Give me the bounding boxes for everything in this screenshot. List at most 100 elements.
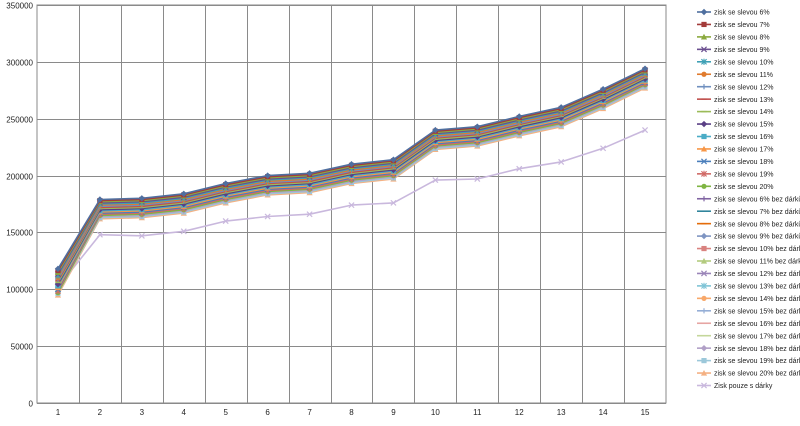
legend-label: zisk se slevou 13% bez dárků xyxy=(714,283,800,291)
legend-swatch-marker xyxy=(700,46,708,53)
legend-label: zisk se slevou 18% xyxy=(714,159,774,166)
legend-label: zisk se slevou 16% xyxy=(714,134,774,141)
data-point xyxy=(600,145,607,152)
legend-item: zisk se slevou 8% bez dárků xyxy=(697,220,800,228)
data-point xyxy=(96,196,104,203)
legend-item: zisk se slevou 17% bez dárků xyxy=(697,332,800,340)
x-tick-label: 15 xyxy=(641,408,650,417)
legend-label: zisk se slevou 8% xyxy=(714,35,770,42)
legend-swatch-marker xyxy=(701,183,707,189)
legend-label: zisk se slevou 7% xyxy=(714,22,770,29)
legend-label: zisk se slevou 19% xyxy=(714,171,774,178)
legend-item: zisk se slevou 6% xyxy=(697,8,770,17)
y-tick-label: 250000 xyxy=(6,116,33,125)
legend-label: zisk se slevou 20% bez dárků xyxy=(714,370,800,378)
legend-label: zisk se slevou 14% xyxy=(714,109,774,116)
legend-swatch-marker xyxy=(701,170,707,177)
legend-item: zisk se slevou 6% bez dárků xyxy=(697,195,800,203)
data-point xyxy=(264,172,271,179)
legend-label: zisk se slevou 12% xyxy=(714,84,774,91)
x-tick-label: 8 xyxy=(349,408,354,417)
x-tick-label: 4 xyxy=(182,408,187,417)
legend-label: zisk se slevou 15% xyxy=(714,122,774,129)
legend-swatch-marker xyxy=(700,158,708,165)
data-point xyxy=(390,199,397,206)
legend-label: zisk se slevou 18% bez dárků xyxy=(714,345,800,353)
legend-item: zisk se slevou 20% bez dárků xyxy=(697,370,800,378)
legend-swatch-marker xyxy=(701,358,707,364)
y-tick-label: 300000 xyxy=(6,59,33,68)
data-point xyxy=(138,232,145,239)
legend-item: zisk se slevou 9% bez dárků xyxy=(697,233,800,241)
legend-item: zisk se slevou 19% xyxy=(697,170,774,178)
legend-swatch-marker xyxy=(700,344,708,352)
legend-item: zisk se slevou 14% bez dárků xyxy=(697,295,800,303)
legend-label: zisk se slevou 6% xyxy=(714,10,770,17)
x-tick-label: 3 xyxy=(140,408,145,417)
data-point xyxy=(557,104,565,111)
legend-swatch-marker xyxy=(701,295,707,301)
data-point xyxy=(642,127,649,134)
legend-item: Zisk pouze s dárky xyxy=(697,382,773,390)
data-point xyxy=(348,202,355,209)
legend-label: zisk se slevou 20% xyxy=(714,184,774,191)
legend-swatch-marker xyxy=(701,21,707,28)
legend-swatch-marker xyxy=(701,84,707,90)
legend-item: zisk se slevou 12% xyxy=(697,84,774,91)
legend-swatch-marker xyxy=(701,196,707,202)
data-point xyxy=(390,156,397,163)
legend-item: zisk se slevou 15% xyxy=(697,120,774,129)
legend-swatch-marker xyxy=(701,71,707,77)
data-point xyxy=(474,175,481,183)
legend-item: zisk se slevou 16% bez dárků xyxy=(697,320,800,328)
legend-label: zisk se slevou 8% bez dárků xyxy=(714,220,800,228)
legend-item: zisk se slevou 8% xyxy=(697,33,770,42)
series-layer xyxy=(54,65,649,298)
y-tick-label: 50000 xyxy=(11,343,34,352)
data-point xyxy=(180,228,187,235)
data-point xyxy=(516,123,523,130)
data-point xyxy=(222,218,229,225)
legend-item: zisk se slevou 9% xyxy=(697,46,770,54)
data-point xyxy=(432,177,439,184)
x-tick-label: 6 xyxy=(265,408,270,417)
data-point xyxy=(306,211,313,218)
legend-swatch-marker xyxy=(701,245,707,252)
legend-item: zisk se slevou 7% xyxy=(697,21,770,29)
data-point xyxy=(516,113,523,120)
x-tick-label: 11 xyxy=(473,408,482,417)
series-1 xyxy=(54,65,649,273)
legend-item: zisk se slevou 18% xyxy=(697,158,774,166)
legend-item: zisk se slevou 13% xyxy=(697,97,774,104)
x-tick-label: 5 xyxy=(223,408,228,417)
legend-item: zisk se slevou 12% bez dárků xyxy=(697,270,800,278)
x-tick-label: 12 xyxy=(515,408,524,417)
legend-item: zisk se slevou 20% xyxy=(697,183,774,191)
legend-label: zisk se slevou 7% bez dárků xyxy=(714,208,800,216)
legend-swatch-marker xyxy=(700,257,708,264)
grid-layer xyxy=(36,4,667,404)
legend-label: zisk se slevou 6% bez dárků xyxy=(714,195,800,203)
data-point xyxy=(180,190,187,197)
legend-label: zisk se slevou 16% bez dárků xyxy=(714,320,800,328)
y-tick-label: 350000 xyxy=(6,2,33,11)
legend-swatch-marker xyxy=(701,58,707,65)
legend-item: zisk se slevou 19% bez dárků xyxy=(697,357,800,365)
y-tick-label: 150000 xyxy=(6,229,33,238)
legend-label: zisk se slevou 11% xyxy=(714,72,773,79)
legend-item: zisk se slevou 18% bez dárků xyxy=(697,345,800,353)
data-point xyxy=(558,158,565,165)
legend-swatch-marker xyxy=(701,133,707,140)
series-31 xyxy=(54,127,649,291)
x-tick-label: 7 xyxy=(307,408,312,417)
legend: zisk se slevou 6% zisk se slevou 7% zisk s… xyxy=(697,8,800,390)
axis-layer: 0 50000 100000 150000 200000 250000 300000 3500… xyxy=(6,2,650,418)
legend-swatch-marker xyxy=(700,270,708,277)
data-point xyxy=(348,161,355,168)
x-tick-label: 13 xyxy=(557,408,566,417)
data-point xyxy=(306,170,313,177)
legend-swatch-marker xyxy=(700,33,708,40)
data-point xyxy=(264,213,271,220)
